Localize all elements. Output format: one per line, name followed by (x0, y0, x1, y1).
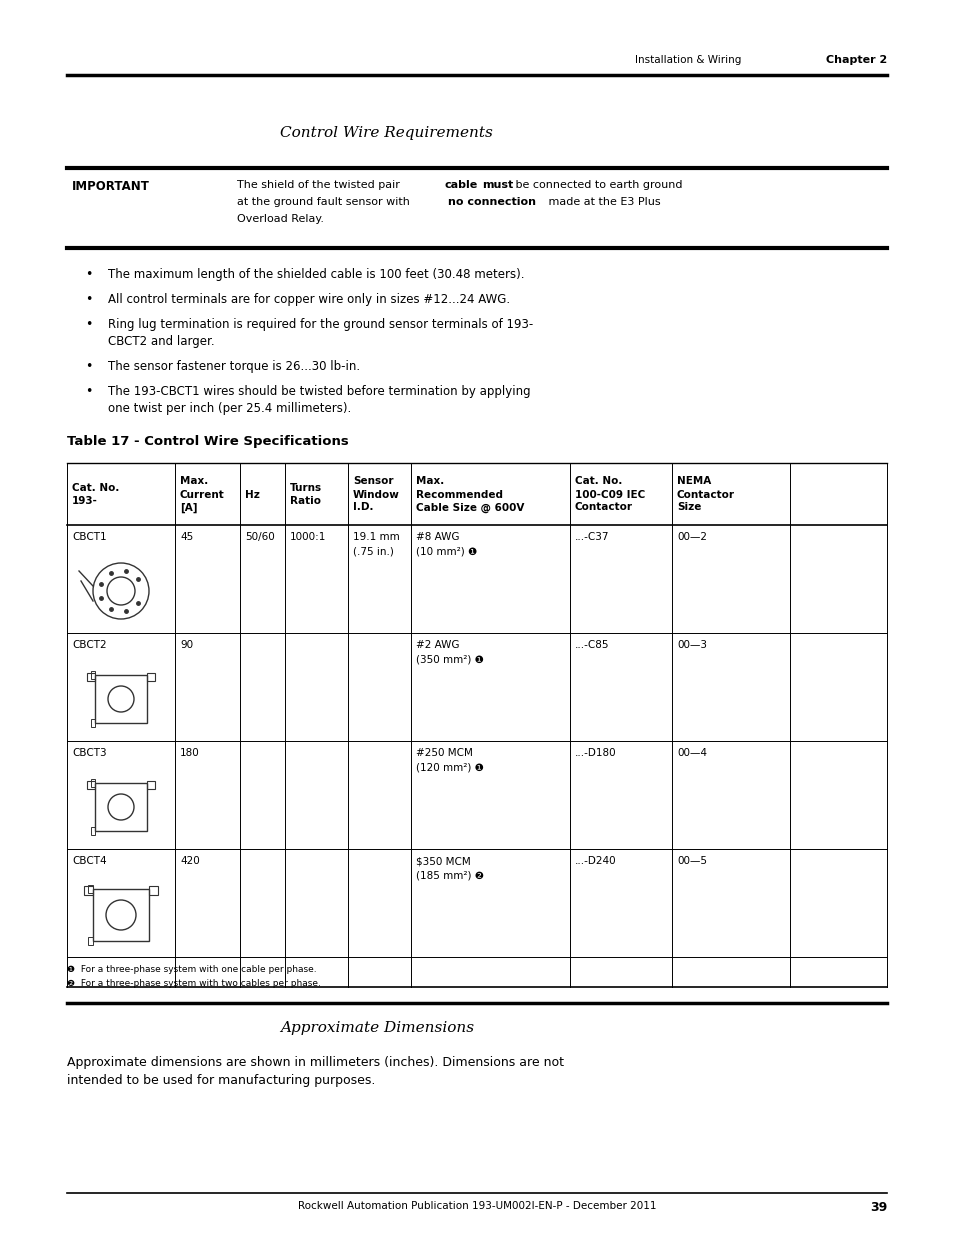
Text: Ratio: Ratio (290, 496, 320, 506)
Text: (10 mm²) ❶: (10 mm²) ❶ (416, 547, 476, 557)
Text: ...-C85: ...-C85 (575, 640, 609, 650)
Text: ❷  For a three-phase system with two cables per phase.: ❷ For a three-phase system with two cabl… (67, 979, 320, 988)
Text: Max.: Max. (416, 477, 444, 487)
Text: Current: Current (180, 489, 225, 499)
Text: no connection: no connection (448, 198, 536, 207)
Text: Window: Window (353, 489, 399, 499)
Text: CBCT2 and larger.: CBCT2 and larger. (108, 335, 214, 348)
Text: 00—2: 00—2 (677, 532, 706, 542)
Bar (88, 937, 92, 945)
Text: #8 AWG: #8 AWG (416, 532, 459, 542)
Text: Sensor: Sensor (353, 477, 393, 487)
Text: made at the E3 Plus: made at the E3 Plus (544, 198, 659, 207)
Text: All control terminals are for copper wire only in sizes #12...24 AWG.: All control terminals are for copper wir… (108, 293, 510, 306)
Text: NEMA: NEMA (677, 477, 711, 487)
Bar (95, 783, 147, 831)
Bar (84, 885, 92, 895)
Text: one twist per inch (per 25.4 millimeters).: one twist per inch (per 25.4 millimeters… (108, 403, 351, 415)
Text: Cable Size @ 600V: Cable Size @ 600V (416, 503, 524, 513)
Text: 45: 45 (180, 532, 193, 542)
Text: must: must (481, 180, 513, 190)
Text: The sensor fastener torque is 26...30 lb-in.: The sensor fastener torque is 26...30 lb… (108, 359, 359, 373)
Text: at the ground fault sensor with: at the ground fault sensor with (236, 198, 413, 207)
Bar (147, 673, 154, 680)
Bar (92, 889, 149, 941)
Text: Approximate dimensions are shown in millimeters (inches). Dimensions are not: Approximate dimensions are shown in mill… (67, 1056, 563, 1070)
Text: Recommended: Recommended (416, 489, 502, 499)
Text: 100-C09 IEC: 100-C09 IEC (575, 489, 644, 499)
Text: intended to be used for manufacturing purposes.: intended to be used for manufacturing pu… (67, 1074, 375, 1087)
Text: Chapter 2: Chapter 2 (825, 56, 886, 65)
Text: ❶  For a three-phase system with one cable per phase.: ❶ For a three-phase system with one cabl… (67, 965, 316, 974)
Text: #2 AWG: #2 AWG (416, 640, 459, 650)
Text: The shield of the twisted pair: The shield of the twisted pair (236, 180, 403, 190)
Text: 00—4: 00—4 (677, 748, 706, 758)
Text: Rockwell Automation Publication 193-UM002I-EN-P - December 2011: Rockwell Automation Publication 193-UM00… (297, 1200, 656, 1212)
Text: CBCT2: CBCT2 (71, 640, 107, 650)
Text: I.D.: I.D. (353, 503, 374, 513)
Text: •: • (85, 359, 92, 373)
Text: Hz: Hz (245, 489, 259, 499)
Text: Overload Relay.: Overload Relay. (236, 214, 324, 224)
Text: 90: 90 (180, 640, 193, 650)
Text: Approximate Dimensions: Approximate Dimensions (280, 1021, 474, 1035)
Text: Control Wire Requirements: Control Wire Requirements (280, 126, 493, 140)
Text: CBCT4: CBCT4 (71, 856, 107, 866)
Bar (91, 827, 95, 835)
Text: (.75 in.): (.75 in.) (353, 547, 394, 557)
Text: Cat. No.: Cat. No. (575, 477, 621, 487)
Bar (147, 781, 154, 789)
Text: ...-C37: ...-C37 (575, 532, 609, 542)
Text: 39: 39 (869, 1200, 886, 1214)
Text: (350 mm²) ❶: (350 mm²) ❶ (416, 655, 483, 664)
Text: 00—3: 00—3 (677, 640, 706, 650)
Text: 420: 420 (180, 856, 199, 866)
Text: 19.1 mm: 19.1 mm (353, 532, 399, 542)
Text: 50/60: 50/60 (245, 532, 274, 542)
Text: The 193-CBCT1 wires should be twisted before termination by applying: The 193-CBCT1 wires should be twisted be… (108, 385, 530, 398)
Text: •: • (85, 317, 92, 331)
Text: Contactor: Contactor (575, 503, 633, 513)
Text: CBCT3: CBCT3 (71, 748, 107, 758)
Text: $350 MCM: $350 MCM (416, 856, 470, 866)
Text: Installation & Wiring: Installation & Wiring (635, 56, 740, 65)
Text: be connected to earth ground: be connected to earth ground (512, 180, 681, 190)
Bar (91, 779, 95, 787)
Text: •: • (85, 385, 92, 398)
Text: Turns: Turns (290, 483, 322, 493)
Text: Size: Size (677, 503, 700, 513)
Bar (87, 673, 95, 680)
Text: Contactor: Contactor (677, 489, 734, 499)
Text: 1000:1: 1000:1 (290, 532, 326, 542)
Text: 193-: 193- (71, 496, 98, 506)
Bar (91, 719, 95, 727)
Text: •: • (85, 293, 92, 306)
Bar (88, 885, 92, 893)
Text: Ring lug termination is required for the ground sensor terminals of 193-: Ring lug termination is required for the… (108, 317, 533, 331)
Text: The maximum length of the shielded cable is 100 feet (30.48 meters).: The maximum length of the shielded cable… (108, 268, 524, 282)
Text: CBCT1: CBCT1 (71, 532, 107, 542)
Text: IMPORTANT: IMPORTANT (71, 180, 150, 193)
Text: (120 mm²) ❶: (120 mm²) ❶ (416, 763, 483, 773)
Text: 00—5: 00—5 (677, 856, 706, 866)
Bar (91, 671, 95, 679)
Text: cable: cable (444, 180, 477, 190)
Text: Max.: Max. (180, 477, 208, 487)
Text: Cat. No.: Cat. No. (71, 483, 119, 493)
Text: [A]: [A] (180, 503, 197, 513)
Text: ...-D240: ...-D240 (575, 856, 616, 866)
Text: •: • (85, 268, 92, 282)
Bar (87, 781, 95, 789)
Bar (95, 676, 147, 722)
Text: ...-D180: ...-D180 (575, 748, 616, 758)
Text: 180: 180 (180, 748, 199, 758)
Bar (149, 885, 158, 895)
Text: Table 17 - Control Wire Specifications: Table 17 - Control Wire Specifications (67, 435, 349, 448)
Text: #250 MCM: #250 MCM (416, 748, 473, 758)
Text: (185 mm²) ❷: (185 mm²) ❷ (416, 871, 483, 881)
